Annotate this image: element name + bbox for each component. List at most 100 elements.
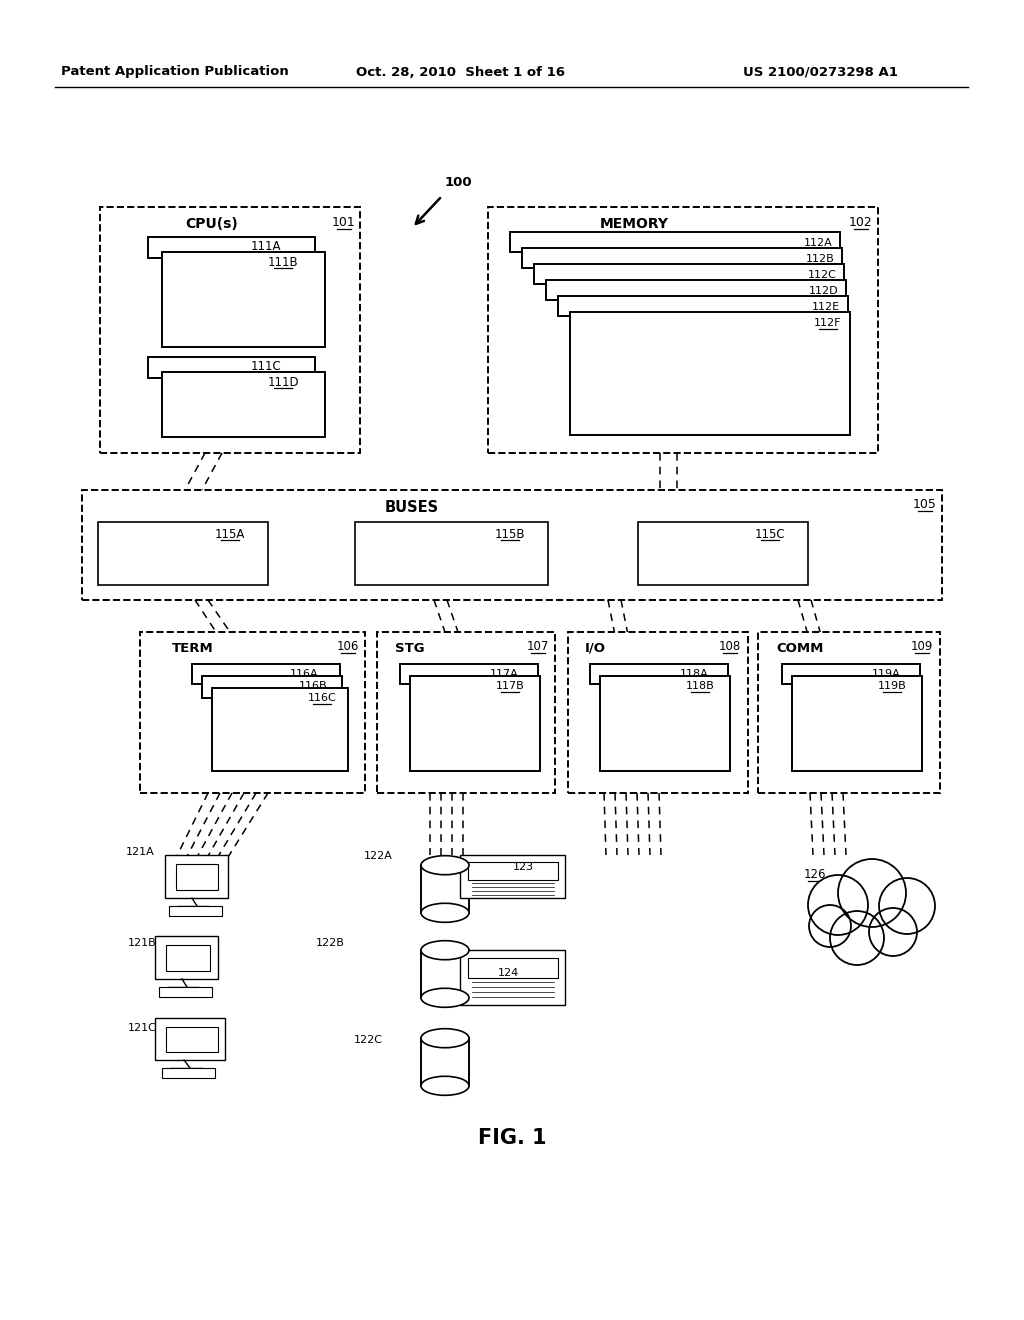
Text: 118A: 118A <box>680 669 709 678</box>
Circle shape <box>838 859 906 927</box>
Bar <box>202 676 342 698</box>
Bar <box>590 664 728 684</box>
Bar <box>558 296 848 315</box>
Circle shape <box>879 878 935 935</box>
Bar <box>159 987 212 997</box>
Circle shape <box>869 908 918 956</box>
Bar <box>468 958 558 978</box>
Bar <box>98 521 268 585</box>
Bar <box>162 1068 215 1078</box>
Bar <box>169 906 222 916</box>
Bar <box>212 688 348 771</box>
Bar <box>421 1039 469 1086</box>
Text: COMM: COMM <box>776 642 823 655</box>
Bar <box>460 855 565 898</box>
Text: 122A: 122A <box>364 851 393 861</box>
Text: 119B: 119B <box>878 681 906 690</box>
Circle shape <box>830 911 884 965</box>
Ellipse shape <box>421 989 469 1007</box>
Bar <box>522 248 842 268</box>
Circle shape <box>809 906 851 946</box>
Text: MEMORY: MEMORY <box>600 216 669 231</box>
Text: I/O: I/O <box>585 642 606 655</box>
Ellipse shape <box>421 1076 469 1096</box>
Bar <box>468 862 558 880</box>
Bar <box>460 950 565 1005</box>
Text: 117B: 117B <box>496 681 524 690</box>
Text: US 2100/0273298 A1: US 2100/0273298 A1 <box>742 66 897 78</box>
Bar <box>162 372 325 437</box>
Text: 111B: 111B <box>267 256 298 268</box>
Text: 111D: 111D <box>267 375 299 388</box>
Ellipse shape <box>421 1028 469 1048</box>
Text: 101: 101 <box>332 216 356 230</box>
Text: NETWORK: NETWORK <box>828 912 904 924</box>
Bar <box>166 1027 218 1052</box>
Ellipse shape <box>421 855 469 875</box>
Text: 112F: 112F <box>814 318 842 327</box>
Bar <box>400 664 538 684</box>
Bar <box>82 490 942 601</box>
Bar <box>570 312 850 436</box>
Text: 108: 108 <box>719 640 741 653</box>
Bar <box>792 676 922 771</box>
Text: FIG. 1: FIG. 1 <box>477 1129 547 1148</box>
Text: 105: 105 <box>913 499 937 511</box>
Bar <box>148 238 315 257</box>
Bar <box>176 865 218 890</box>
Bar <box>165 855 228 898</box>
Text: 115C: 115C <box>755 528 785 540</box>
Text: 115B: 115B <box>495 528 525 540</box>
Bar <box>758 632 940 793</box>
Text: 102: 102 <box>849 216 872 230</box>
Text: 112B: 112B <box>806 253 835 264</box>
Text: 116A: 116A <box>290 669 318 678</box>
Text: 112C: 112C <box>808 271 837 280</box>
Text: 124: 124 <box>498 968 519 978</box>
Text: 107: 107 <box>526 640 549 653</box>
Text: Patent Application Publication: Patent Application Publication <box>61 66 289 78</box>
Ellipse shape <box>816 886 916 950</box>
Bar <box>568 632 748 793</box>
Text: 123: 123 <box>513 862 535 873</box>
Bar <box>421 865 469 913</box>
Text: 112E: 112E <box>812 302 840 312</box>
Text: 109: 109 <box>910 640 933 653</box>
Text: 106: 106 <box>337 640 359 653</box>
Bar <box>638 521 808 585</box>
Circle shape <box>808 875 868 935</box>
Text: 121B: 121B <box>128 939 157 948</box>
Text: Oct. 28, 2010  Sheet 1 of 16: Oct. 28, 2010 Sheet 1 of 16 <box>355 66 564 78</box>
Text: 117A: 117A <box>489 669 518 678</box>
Bar <box>510 232 840 252</box>
Bar <box>534 264 844 284</box>
Text: CPU(s): CPU(s) <box>185 216 238 231</box>
Text: 119A: 119A <box>871 669 900 678</box>
Text: 116C: 116C <box>307 693 336 704</box>
Text: 122B: 122B <box>316 939 345 948</box>
Text: 126: 126 <box>804 869 826 882</box>
Text: BUSES: BUSES <box>385 499 439 515</box>
Bar <box>782 664 920 684</box>
Bar <box>546 280 846 300</box>
Text: 100: 100 <box>445 176 473 189</box>
Text: 116B: 116B <box>299 681 328 690</box>
Bar <box>488 207 878 453</box>
Bar <box>377 632 555 793</box>
Bar <box>148 356 315 378</box>
Ellipse shape <box>421 903 469 923</box>
Text: 121C: 121C <box>128 1023 157 1034</box>
Bar <box>410 676 540 771</box>
Bar <box>600 676 730 771</box>
Text: 121A: 121A <box>126 847 155 857</box>
Bar <box>162 252 325 347</box>
Text: 118B: 118B <box>686 681 715 690</box>
Bar <box>140 632 365 793</box>
Bar <box>355 521 548 585</box>
Bar <box>166 945 210 972</box>
Bar <box>155 1018 225 1060</box>
Text: 111A: 111A <box>251 240 282 253</box>
Text: 111C: 111C <box>251 360 282 374</box>
Bar <box>193 664 340 684</box>
Text: 112D: 112D <box>809 286 839 296</box>
